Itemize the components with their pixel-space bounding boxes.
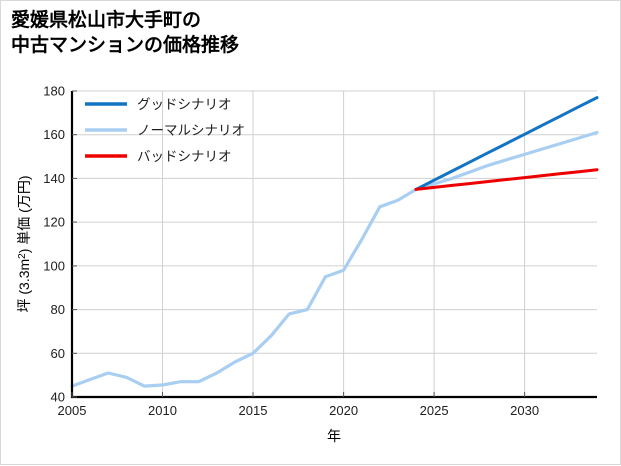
series-group — [70, 96, 599, 388]
y-tick-label: 60 — [51, 346, 65, 361]
x-tick-label: 2030 — [510, 403, 539, 418]
x-tick-label: 2015 — [239, 403, 268, 418]
y-tick-label: 40 — [51, 390, 65, 405]
chart-title: 愛媛県松山市大手町の 中古マンションの価格推移 — [11, 8, 239, 58]
x-axis-label: 年 — [327, 428, 341, 444]
y-axis-label-part1: 坪 (3.3m — [16, 259, 32, 313]
y-axis-label: 坪 (3.3m2) 単価 (万円) — [16, 175, 32, 312]
y-tick-labels: 40 60 80 100 120 140 160 180 — [43, 84, 77, 405]
legend-label-2: バッドシナリオ — [137, 149, 232, 164]
axis-lines — [70, 91, 597, 399]
y-axis-label-part2: ) 単価 (万円) — [16, 175, 32, 253]
x-tick-label: 2020 — [329, 403, 358, 418]
x-tick-label: 2010 — [148, 403, 177, 418]
y-axis-label-superscript: 2 — [17, 253, 28, 259]
y-tick-label: 120 — [43, 215, 65, 230]
series-line-バッドシナリオ — [414, 168, 599, 191]
chart-title-line2: 中古マンションの価格推移 — [11, 35, 240, 56]
y-tick-label: 80 — [51, 302, 65, 317]
series-line-ノーマルシナリオ — [70, 130, 599, 388]
y-tick-label: 160 — [43, 127, 65, 142]
x-tick-label: 2025 — [420, 403, 449, 418]
y-tick-label: 140 — [43, 171, 65, 186]
chart-title-line1: 愛媛県松山市大手町の — [11, 10, 202, 31]
legend-label-0: グッドシナリオ — [137, 97, 232, 112]
series-line-グッドシナリオ — [414, 96, 599, 191]
y-tick-label: 100 — [43, 258, 65, 273]
legend-label-1: ノーマルシナリオ — [137, 123, 245, 138]
x-tick-labels: 2005 2010 2015 2020 2025 2030 — [58, 392, 539, 418]
x-tick-label: 2005 — [58, 403, 87, 418]
y-tick-label: 180 — [43, 84, 65, 99]
